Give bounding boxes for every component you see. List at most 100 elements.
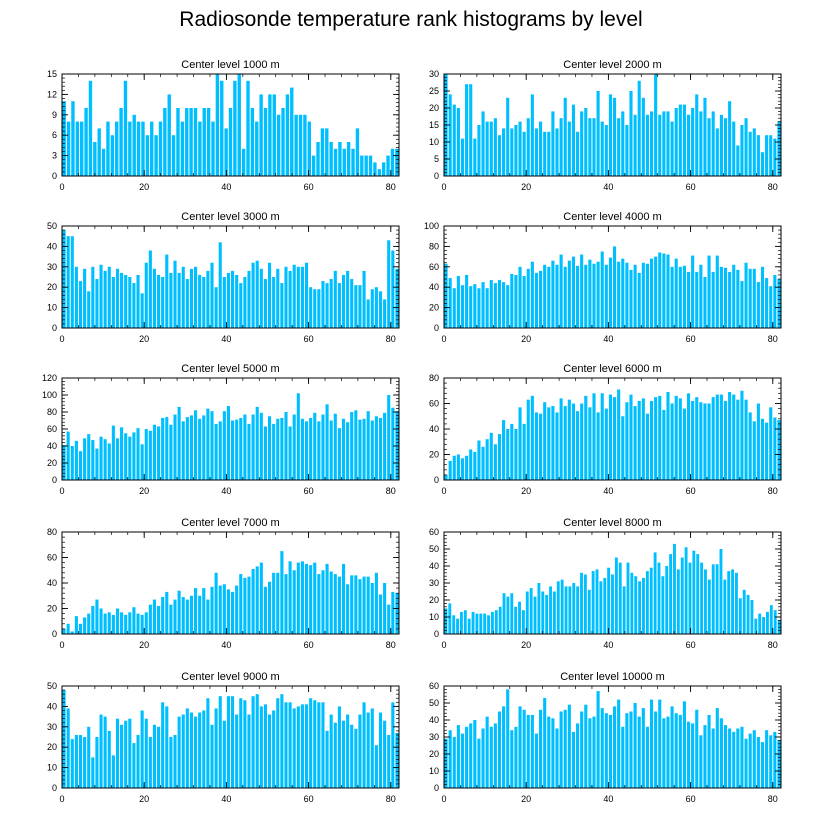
histogram-bar [84, 108, 88, 176]
x-tick-label: 0 [441, 486, 446, 496]
histogram-bar [163, 108, 167, 176]
histogram-bar [185, 108, 189, 176]
x-tick-label: 20 [139, 334, 149, 344]
histogram-bar [194, 716, 198, 788]
histogram-bar [473, 284, 477, 328]
histogram-bar [625, 125, 629, 176]
histogram-bar [267, 714, 272, 788]
histogram-bar [723, 725, 728, 788]
histogram-bar [497, 280, 502, 328]
histogram-bar [728, 392, 732, 480]
histogram-bar [74, 440, 78, 480]
histogram-bar [110, 135, 115, 176]
histogram-bar [211, 121, 215, 176]
x-tick-label: 80 [768, 334, 778, 344]
histogram-bar [337, 428, 341, 480]
histogram-bar [580, 711, 584, 788]
histogram-bar [218, 242, 222, 328]
y-tick-label: 100 [42, 390, 57, 400]
histogram-bar [555, 412, 559, 480]
histogram-bar [600, 251, 604, 328]
histogram-bar [181, 597, 185, 634]
histogram-bar [506, 97, 510, 176]
histogram-bar [377, 169, 381, 176]
x-tick-label: 60 [686, 640, 696, 650]
y-tick-label: 40 [47, 441, 57, 451]
histogram-bar [633, 114, 637, 176]
histogram-bar [600, 393, 604, 480]
histogram-bar [732, 121, 736, 176]
histogram-bar [629, 269, 633, 328]
histogram-bar [272, 94, 276, 176]
histogram-bar [78, 281, 83, 328]
histogram-bar [214, 708, 218, 788]
x-tick-label: 60 [686, 794, 696, 804]
histogram-bar [358, 419, 362, 480]
histogram-bar [670, 266, 674, 328]
histogram-bar [587, 589, 591, 634]
y-tick-label: 40 [47, 701, 57, 711]
histogram-bar [74, 266, 78, 328]
histogram-bar [773, 274, 777, 328]
histogram-bar [625, 402, 629, 480]
histogram-bar [769, 605, 773, 634]
histogram-bar [358, 579, 362, 634]
histogram-bar [711, 564, 715, 634]
histogram-bar [185, 599, 189, 634]
histogram-bar [74, 616, 78, 634]
histogram-bar [111, 277, 115, 328]
histogram-bar [304, 563, 309, 635]
histogram-bar [489, 121, 493, 176]
histogram-bar [625, 262, 629, 328]
histogram-bar [95, 599, 99, 634]
y-tick-label: 40 [47, 578, 57, 588]
histogram-bar [740, 726, 744, 788]
histogram-bar [444, 608, 448, 634]
histogram-bar [267, 581, 272, 634]
histogram-bar [551, 718, 555, 788]
histogram-bar [452, 455, 456, 480]
x-tick-label: 40 [603, 334, 613, 344]
histogram-bar [456, 108, 460, 176]
histogram-bar [71, 101, 75, 176]
histogram-bar [202, 415, 206, 480]
histogram-bar [307, 121, 311, 176]
histogram-bar [518, 706, 522, 788]
x-tick-label: 0 [441, 794, 446, 804]
histogram-bar [355, 128, 360, 176]
x-tick-label: 80 [386, 182, 396, 192]
histogram-bar [607, 567, 611, 634]
histogram-bar [202, 588, 206, 634]
histogram-bar [320, 128, 325, 176]
histogram-bar [66, 708, 70, 788]
histogram-bar [241, 148, 246, 176]
histogram-bar [350, 279, 354, 328]
histogram-bar [645, 413, 649, 480]
chart-main-title: Radiosonde temperature rank histograms b… [179, 8, 643, 31]
histogram-bar [765, 730, 769, 788]
histogram-bar [103, 716, 107, 788]
histogram-bar [465, 455, 469, 480]
histogram-bar [83, 438, 87, 480]
histogram-bar [456, 618, 459, 634]
histogram-bar [489, 280, 493, 328]
histogram-bar [83, 268, 87, 328]
histogram-bar [479, 613, 483, 634]
histogram-bar [165, 591, 169, 634]
x-tick-label: 40 [221, 486, 231, 496]
histogram-bar [206, 108, 211, 176]
histogram-bar [638, 581, 642, 634]
y-tick-label: 50 [429, 698, 439, 708]
histogram-bar [444, 474, 448, 480]
histogram-bar [626, 562, 630, 634]
histogram-bar [678, 104, 682, 176]
histogram-bar [583, 574, 587, 634]
histogram-bar [475, 613, 479, 634]
histogram-bar [304, 262, 309, 328]
histogram-bar [723, 118, 728, 176]
histogram-bar [292, 570, 296, 634]
histogram-bar [391, 591, 395, 634]
histogram-bar [497, 135, 502, 176]
y-tick-label: 0 [434, 323, 439, 333]
x-tick-label: 20 [139, 794, 149, 804]
